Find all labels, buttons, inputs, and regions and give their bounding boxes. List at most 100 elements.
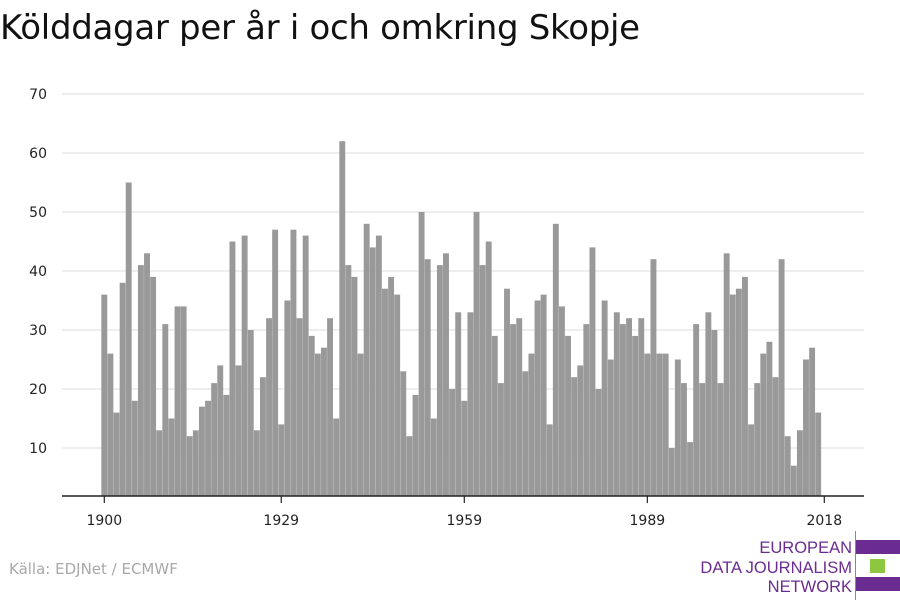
bar-1901 (107, 353, 114, 496)
bar-1915 (192, 430, 199, 496)
bar-1927 (266, 318, 272, 496)
bar-1917 (205, 400, 211, 496)
bar-1903 (119, 282, 126, 496)
bar-1944 (369, 247, 376, 496)
bar-2013 (790, 465, 797, 496)
bar-1935 (314, 353, 321, 496)
bar-1921 (229, 241, 236, 496)
bar-1911 (168, 418, 175, 496)
bar-1981 (595, 389, 602, 496)
bar-2005 (742, 276, 748, 496)
bar-1951 (412, 394, 419, 496)
bar-2006 (748, 424, 755, 496)
bar-1946 (382, 288, 388, 496)
bar-1968 (516, 318, 523, 496)
y-tick-label: 70 (29, 87, 47, 103)
logo-bar-top (856, 540, 900, 554)
bar-1962 (479, 265, 486, 496)
bar-1987 (632, 335, 639, 496)
bar-2015 (803, 359, 809, 496)
bar-1932 (296, 318, 303, 496)
bar-1908 (150, 276, 157, 496)
bar-2000 (711, 330, 718, 496)
bar-1950 (406, 436, 413, 496)
bar-1928 (272, 229, 279, 496)
bar-1964 (491, 335, 498, 496)
bar-1929 (278, 424, 285, 496)
bar-1909 (156, 430, 163, 496)
bar-1925 (253, 430, 260, 496)
bar-1920 (223, 394, 230, 496)
bar-1973 (546, 424, 553, 496)
bar-1949 (400, 371, 407, 496)
bar-1993 (668, 448, 675, 496)
bar-1996 (687, 442, 694, 496)
logo-text: EUROPEAN DATA JOURNALISM NETWORK (700, 539, 852, 598)
y-tick-label: 40 (29, 264, 47, 280)
bar-1976 (565, 335, 571, 496)
bar-1979 (583, 324, 590, 496)
logo-bar-middle (870, 559, 885, 573)
bar-2010 (772, 377, 779, 496)
bar-1926 (259, 377, 266, 496)
bar-2009 (766, 341, 773, 496)
bar-1910 (162, 324, 169, 496)
bar-1956 (443, 253, 449, 496)
bar-1906 (137, 265, 144, 496)
bar-1937 (327, 318, 334, 496)
logo-line-3: NETWORK (767, 578, 852, 596)
bar-1945 (375, 235, 382, 496)
bar-2001 (717, 383, 724, 496)
y-tick-label: 60 (29, 146, 47, 162)
bar-1977 (571, 377, 578, 496)
x-tick-label: 1959 (446, 513, 482, 529)
bar-1972 (540, 294, 547, 496)
bar-1904 (125, 182, 132, 496)
logo-line-1: EUROPEAN (759, 539, 852, 557)
bar-1961 (473, 212, 480, 496)
edjnet-logo: EUROPEAN DATA JOURNALISM NETWORK (700, 531, 900, 600)
bar-2012 (784, 436, 791, 496)
bar-2011 (778, 259, 785, 496)
x-tick-label: 1929 (263, 513, 299, 529)
bar-1991 (656, 353, 663, 496)
bar-chart: 10 20 30 40 50 60 70 1900 1929 1959 1989 2018 (29, 87, 864, 529)
bar-1984 (613, 312, 620, 496)
bar-1994 (674, 359, 681, 496)
bar-1969 (522, 371, 529, 496)
bar-1930 (284, 300, 291, 496)
bar-1939 (339, 141, 346, 496)
bar-2014 (796, 430, 803, 496)
bar-1997 (693, 324, 700, 496)
bar-2004 (735, 288, 742, 496)
bar-1948 (394, 294, 401, 496)
bar-2003 (729, 294, 736, 496)
bar-1900 (101, 294, 108, 496)
x-tick-label: 2018 (806, 513, 842, 529)
bar-1938 (333, 418, 340, 496)
logo-line-2: DATA JOURNALISM (700, 558, 852, 577)
bar-2007 (754, 383, 761, 496)
bar-2002 (723, 253, 730, 496)
bar-1980 (589, 247, 596, 496)
bar-1919 (217, 365, 224, 496)
bar-1912 (174, 306, 181, 496)
chart-title: Kölddagar per år i och omkring Skopje (0, 8, 640, 48)
bar-2016 (809, 347, 816, 496)
bar-1985 (619, 324, 626, 496)
y-axis-labels: 10 20 30 40 50 60 70 (29, 87, 47, 457)
bar-1902 (113, 412, 120, 496)
bar-1958 (455, 312, 462, 496)
bar-1970 (528, 353, 535, 496)
bar-1967 (510, 324, 517, 496)
y-tick-label: 30 (29, 323, 47, 339)
bar-1992 (662, 353, 669, 496)
bar-1905 (131, 400, 138, 496)
bar-1975 (558, 306, 565, 496)
bar-1965 (497, 383, 504, 496)
bar-1943 (363, 223, 370, 497)
bar-1998 (699, 383, 706, 496)
bar-1978 (577, 365, 584, 496)
y-tick-label: 50 (29, 205, 47, 221)
bar-1989 (644, 353, 651, 496)
